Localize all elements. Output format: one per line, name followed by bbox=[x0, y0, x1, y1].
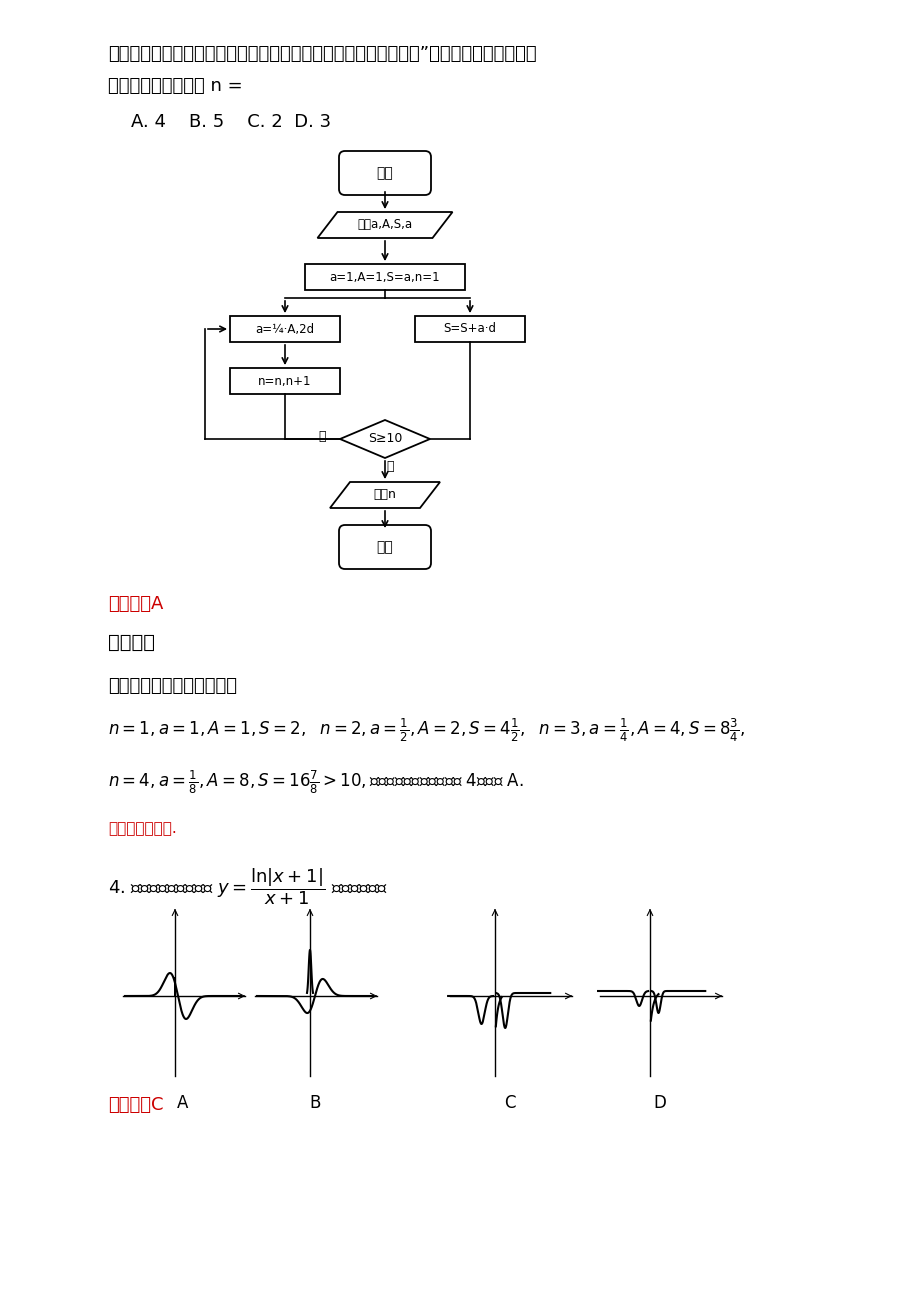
Text: 【答案】A: 【答案】A bbox=[108, 595, 164, 613]
Text: a=1,A=1,S=a,n=1: a=1,A=1,S=a,n=1 bbox=[329, 271, 440, 284]
Text: 鼠对穿，初日各一尺，大鼠日自倍，小鼠日自半，问几何日相逢？”现有程序框图描述，如: 鼠对穿，初日各一尺，大鼠日自倍，小鼠日自半，问几何日相逢？”现有程序框图描述，如 bbox=[108, 46, 536, 62]
Text: A: A bbox=[177, 1094, 188, 1112]
Text: 是: 是 bbox=[386, 460, 393, 473]
Polygon shape bbox=[330, 482, 439, 508]
Text: C: C bbox=[504, 1094, 516, 1112]
Text: 否: 否 bbox=[318, 430, 325, 443]
Text: 【答案】C: 【答案】C bbox=[108, 1096, 164, 1115]
Bar bbox=[230, 368, 340, 395]
Text: $n=4,a=\frac{1}{8},A=8,S=16\frac{7}{8}>10,$结束循环，即输出结果为 4；故选 A.: $n=4,a=\frac{1}{8},A=8,S=16\frac{7}{8}>1… bbox=[108, 769, 523, 797]
Polygon shape bbox=[340, 421, 429, 458]
Text: n=n,n+1: n=n,n+1 bbox=[258, 375, 312, 388]
Text: 结束: 结束 bbox=[376, 540, 393, 553]
Text: 考点：程序框图.: 考点：程序框图. bbox=[108, 822, 176, 836]
FancyBboxPatch shape bbox=[338, 151, 430, 195]
Text: a=¼·A,2d: a=¼·A,2d bbox=[255, 323, 314, 336]
Text: $n=1,a=1,A=1,S=2,$  $n=2,a=\frac{1}{2},A=2,S=4\frac{1}{2},$  $n=3,a=\frac{1}{4},: $n=1,a=1,A=1,S=2,$ $n=2,a=\frac{1}{2},A=… bbox=[108, 717, 744, 745]
Text: 开始: 开始 bbox=[376, 165, 393, 180]
Text: S≥10: S≥10 bbox=[368, 432, 402, 445]
Text: B: B bbox=[309, 1094, 321, 1112]
Text: 图所示，则输出结果 n =: 图所示，则输出结果 n = bbox=[108, 77, 243, 95]
Text: 试题分析：由程序框图，得: 试题分析：由程序框图，得 bbox=[108, 677, 237, 695]
Text: 4. 下列四个图中，函数 $y=\dfrac{\ln|x+1|}{x+1}$ 的图象可能是: 4. 下列四个图中，函数 $y=\dfrac{\ln|x+1|}{x+1}$ 的… bbox=[108, 866, 387, 906]
FancyBboxPatch shape bbox=[338, 525, 430, 569]
Bar bbox=[230, 316, 340, 342]
Text: D: D bbox=[652, 1094, 665, 1112]
Text: A. 4    B. 5    C. 2  D. 3: A. 4 B. 5 C. 2 D. 3 bbox=[108, 113, 331, 132]
Text: S=S+a·d: S=S+a·d bbox=[443, 323, 496, 336]
Text: 输出n: 输出n bbox=[373, 488, 396, 501]
Text: 输入a,A,S,a: 输入a,A,S,a bbox=[357, 219, 412, 232]
Polygon shape bbox=[317, 212, 452, 238]
Text: 【解析】: 【解析】 bbox=[108, 633, 154, 652]
Bar bbox=[414, 316, 525, 342]
Bar bbox=[305, 264, 464, 290]
